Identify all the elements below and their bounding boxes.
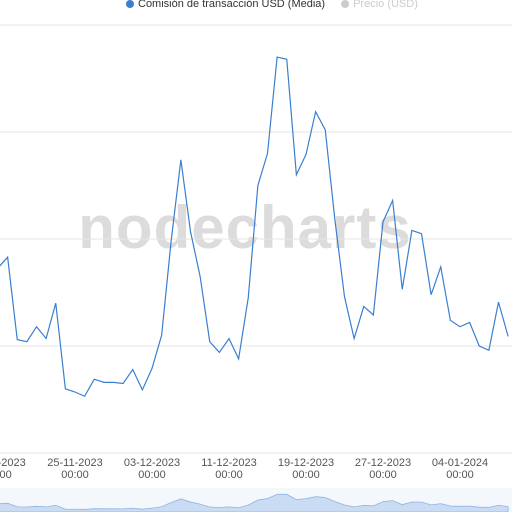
- x-tick-label: 27-12-2023 00:00: [354, 457, 412, 481]
- x-tick-label: 17-11-2023 00:00: [0, 457, 26, 481]
- x-tick-label: 04-01-2024 00:00: [431, 457, 489, 481]
- x-tick-label: 11-12-2023 00:00: [201, 457, 257, 481]
- navigator-area: [0, 493, 509, 512]
- x-tick-label: 19-12-2023 00:00: [277, 457, 335, 481]
- x-tick-label: 25-11-2023 00:00: [47, 457, 103, 481]
- legend-label: Precio (USD): [353, 0, 418, 10]
- series-line: [0, 56, 509, 398]
- x-tick-label: 03-12-2023 00:00: [123, 457, 181, 481]
- legend-marker: [341, 0, 350, 8]
- legend-label: Comisión de transacción USD (Media): [138, 0, 325, 10]
- legend-marker: [126, 0, 134, 8]
- watermark: nodecharts: [78, 194, 411, 261]
